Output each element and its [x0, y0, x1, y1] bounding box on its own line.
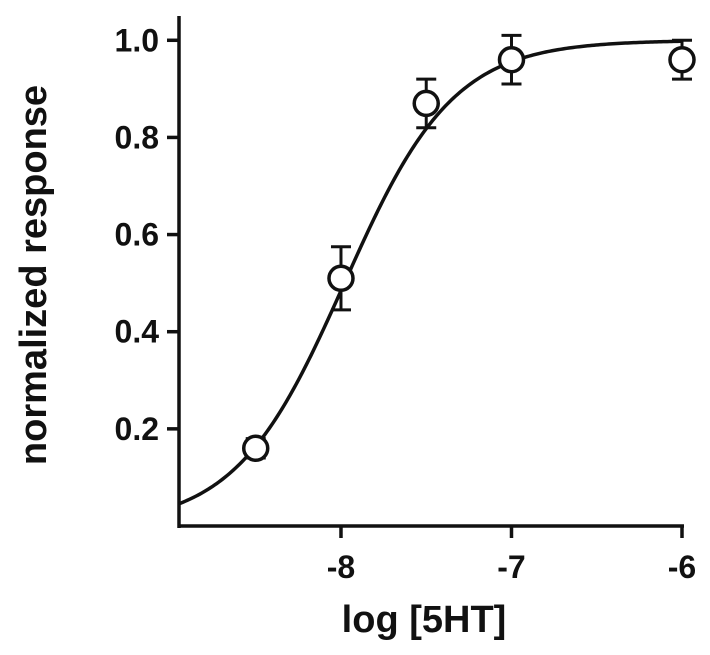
y-tick-label: 0.8 — [115, 119, 159, 155]
data-point — [241, 434, 270, 463]
x-tick-label: -7 — [497, 549, 525, 585]
y-tick-label: 0.4 — [115, 314, 160, 350]
x-axis-label: log [5HT] — [342, 599, 507, 641]
y-tick-label: 0.2 — [115, 411, 159, 447]
data-points — [241, 45, 696, 463]
y-tick-label: 1.0 — [115, 22, 159, 58]
axes: 0.2 0.4 0.6 0.8 1.0 -8 -7 -6 — [115, 16, 696, 585]
data-point — [668, 45, 696, 74]
y-tick-label: 0.6 — [115, 217, 159, 253]
data-point — [327, 264, 355, 293]
data-point — [412, 89, 440, 118]
x-tick-label: -6 — [668, 549, 696, 585]
data-point — [497, 45, 526, 74]
y-axis-label: normalized response — [13, 85, 55, 465]
error-bars — [245, 33, 692, 460]
x-tick-label: -8 — [327, 549, 355, 585]
